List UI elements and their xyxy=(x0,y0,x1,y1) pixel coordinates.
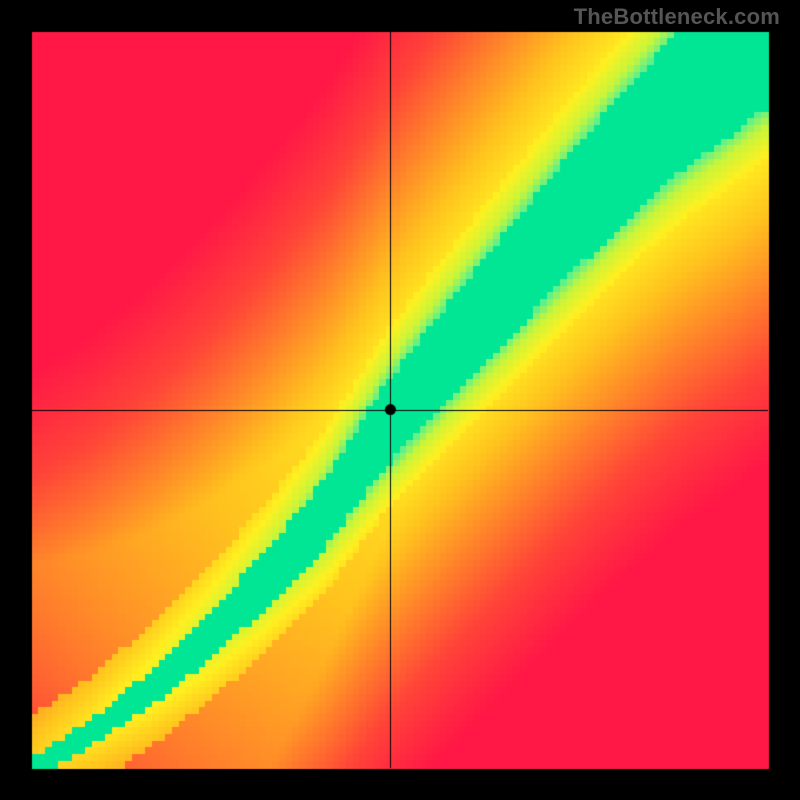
watermark-text: TheBottleneck.com xyxy=(574,4,780,30)
chart-container: TheBottleneck.com xyxy=(0,0,800,800)
heatmap-plot xyxy=(0,0,800,800)
